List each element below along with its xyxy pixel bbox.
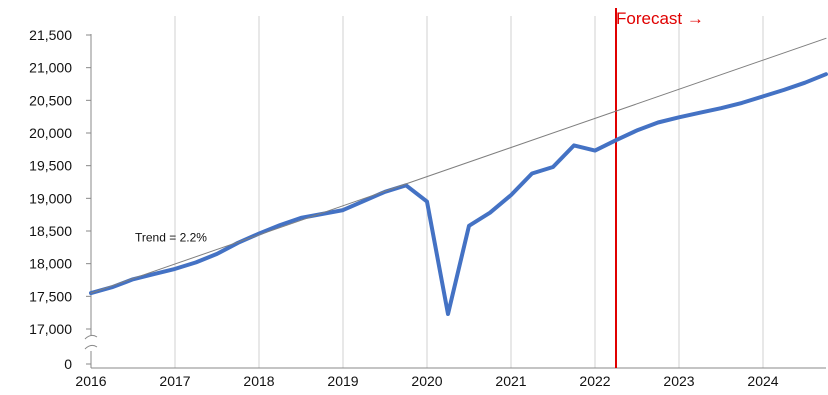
gdp-series-line (89, 72, 828, 316)
y-tick-label-18500: 18,500 (29, 223, 72, 239)
x-tick-label-2021: 2021 (495, 373, 526, 389)
y-tick-label-17500: 17,500 (29, 288, 72, 304)
x-tick-label-2017: 2017 (159, 373, 190, 389)
x-tick-label-2023: 2023 (663, 373, 694, 389)
axes (84, 34, 826, 369)
annotations: Trend = 2.2% Forecast → (135, 9, 704, 245)
x-tick-label-2024: 2024 (747, 373, 778, 389)
y-tick-label-zero: 0 (64, 356, 72, 372)
y-tick-label-18000: 18,000 (29, 256, 72, 272)
x-axis-tick-labels: 2016 2017 2018 2019 2020 2021 2022 2023 2024 (75, 373, 778, 389)
axis-break-mark-bottom (84, 344, 98, 350)
y-axis-tick-labels: 17,000 17,500 18,000 18,500 19,000 19,500 20,0… (29, 27, 72, 372)
x-tick-label-2020: 2020 (411, 373, 442, 389)
trend-annotation: Trend = 2.2% (135, 231, 207, 245)
axis-break-mark-top (84, 334, 98, 340)
x-tick-label-2016: 2016 (75, 373, 106, 389)
y-tick-label-20500: 20,500 (29, 92, 72, 108)
x-tick-label-2019: 2019 (327, 373, 358, 389)
forecast-annotation: Forecast → (616, 9, 704, 28)
y-tick-label-19500: 19,500 (29, 158, 72, 174)
y-tick-label-17000: 17,000 (29, 321, 72, 337)
x-tick-label-2022: 2022 (579, 373, 610, 389)
y-tick-label-19000: 19,000 (29, 190, 72, 206)
vertical-gridlines (174, 16, 764, 368)
series-group (89, 8, 828, 368)
y-tick-label-20000: 20,000 (29, 125, 72, 141)
y-tick-label-21000: 21,000 (29, 60, 72, 76)
trend-line (90, 37, 827, 294)
x-tick-label-2018: 2018 (243, 373, 274, 389)
y-tick-label-21500: 21,500 (29, 27, 72, 43)
